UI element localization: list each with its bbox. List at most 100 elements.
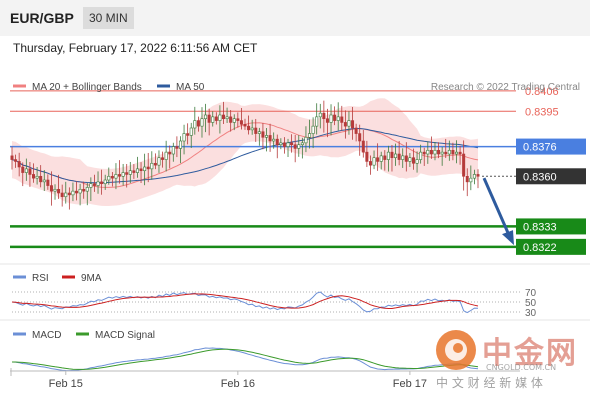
candle-body [57, 188, 61, 194]
level-label-0.8360: 0.8360 [523, 171, 557, 183]
candle-body [150, 162, 154, 170]
candle-body [286, 142, 290, 147]
currency-pair-title: EUR/GBP [10, 10, 74, 26]
candle-body [175, 146, 179, 149]
candle-body [218, 114, 222, 121]
candle-body [214, 116, 218, 121]
candle-body [268, 135, 272, 142]
x-tick-label-Feb 16: Feb 16 [221, 378, 255, 390]
candle-body [92, 183, 96, 186]
candle-body [189, 127, 193, 136]
candle-body [42, 179, 46, 183]
candle-body [433, 149, 437, 155]
candle-body [49, 185, 53, 192]
candle-body [458, 151, 462, 155]
candle-body [247, 125, 251, 131]
candle-body [365, 151, 369, 162]
candle-body [121, 172, 125, 177]
candle-body [186, 133, 190, 136]
candle-body [361, 140, 365, 153]
candle-body [447, 149, 451, 155]
level-label-0.8395: 0.8395 [525, 106, 559, 118]
watermark-domain: CNGOLD.COM.CN [486, 363, 557, 372]
candle-body [333, 114, 337, 121]
rsi-ma-line [11, 293, 479, 309]
candle-body [390, 151, 394, 159]
candle-body [250, 127, 254, 131]
candle-body [118, 174, 122, 177]
level-tag-0.8376 [516, 138, 586, 155]
candle-body [46, 179, 50, 186]
candle-body [265, 135, 269, 138]
legend-label-macd: MACD [32, 330, 61, 341]
candle-body [465, 175, 469, 183]
candle-body [394, 153, 398, 159]
candle-body [200, 118, 204, 127]
candle-body [193, 120, 197, 129]
candle-body [168, 151, 172, 155]
legend-label-ma50: MA 50 [176, 82, 205, 93]
macd-line [11, 347, 479, 372]
candle-body [232, 118, 236, 123]
legend-label-rsi: RSI [32, 273, 49, 284]
candle-body [114, 174, 118, 179]
legend-label-macd-signal: MACD Signal [95, 330, 155, 341]
candle-body [257, 131, 261, 134]
datetime-label: Thursday, February 17, 2022 6:11:56 AM C… [13, 41, 258, 55]
candle-body [24, 168, 28, 173]
candle-body [261, 131, 265, 138]
candle-body [17, 161, 21, 168]
candle-body [290, 142, 294, 146]
candle-body [161, 157, 165, 160]
candle-body [211, 116, 215, 123]
level-label-0.8322: 0.8322 [523, 242, 557, 254]
ma50-line [11, 128, 479, 184]
candle-body [182, 133, 186, 142]
candle-body [304, 136, 308, 144]
candle-body [28, 168, 32, 175]
candle-body [89, 183, 93, 188]
candle-body [32, 174, 36, 179]
x-tick-label-Feb 15: Feb 15 [49, 378, 83, 390]
candle-body [440, 151, 444, 155]
candle-body [128, 170, 132, 175]
candle-body [472, 174, 476, 179]
legend-label-ma20: MA 20 + Bollinger Bands [32, 82, 142, 93]
candle-body [53, 188, 57, 192]
candle-body [454, 151, 458, 155]
timeframe-button[interactable]: 30 MIN [83, 7, 134, 29]
candle-body [411, 157, 415, 164]
candle-body [35, 175, 39, 179]
level-label-0.8406: 0.8406 [525, 86, 559, 98]
bollinger-band [12, 98, 478, 206]
candle-body [347, 120, 351, 127]
candle-body [21, 166, 25, 173]
candle-body [71, 190, 75, 196]
candle-body [164, 151, 168, 160]
candle-body [415, 159, 419, 164]
candle-body [85, 187, 89, 192]
candle-body [254, 127, 258, 134]
candle-body [67, 192, 71, 196]
level-label-0.8376: 0.8376 [523, 142, 557, 154]
candle-body [300, 142, 304, 146]
candle-body [379, 155, 383, 162]
candle-body [204, 114, 208, 120]
candle-body [397, 153, 401, 160]
candle-body [451, 149, 455, 155]
candle-body [340, 116, 344, 123]
x-tick-label-Feb 17: Feb 17 [393, 378, 427, 390]
candle-body [139, 168, 143, 172]
candle-body [358, 133, 362, 142]
candle-body [153, 162, 157, 166]
candle-body [376, 157, 380, 162]
candle-body [426, 149, 430, 155]
projection-arrow-head [502, 230, 514, 246]
candle-body [103, 179, 107, 185]
candle-body [437, 149, 441, 155]
candle-body [100, 181, 104, 185]
candle-body [469, 177, 473, 183]
candle-body [351, 120, 355, 129]
level-tag-0.8322 [516, 238, 586, 255]
